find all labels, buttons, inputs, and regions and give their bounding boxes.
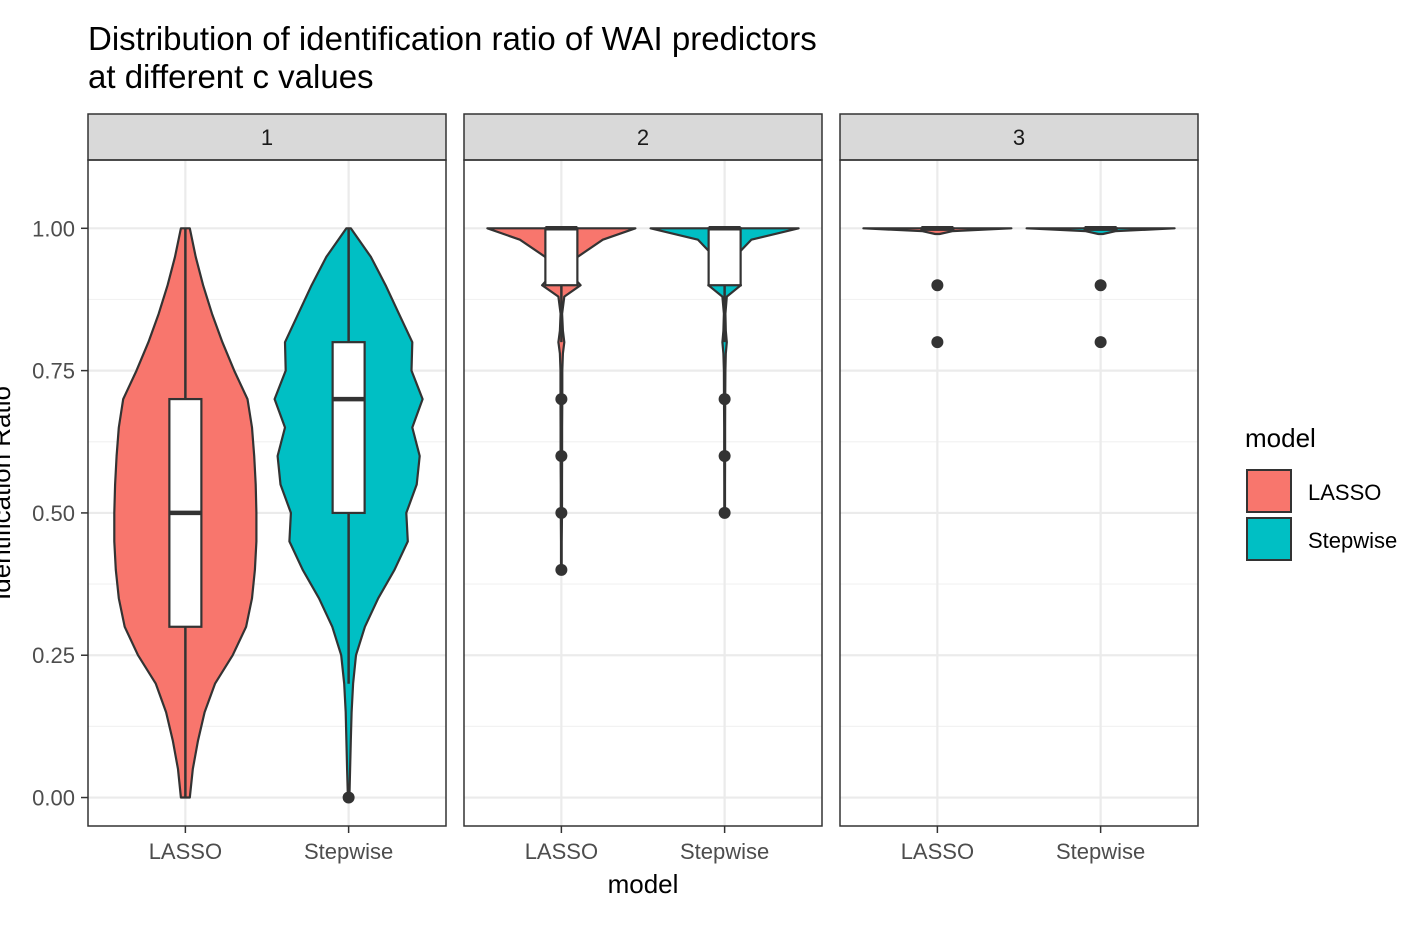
outlier-point [718, 393, 731, 406]
outlier-point [718, 450, 731, 462]
facet-panel-3: 3 LASSO Stepwise [839, 113, 1199, 864]
x-tick-label: LASSO [525, 839, 598, 864]
y-tick-label: 0.25 [32, 643, 75, 668]
facet-strip [463, 113, 823, 161]
facet-strip [87, 113, 447, 161]
facet-panel-2: 2 LASSO Stepwise [463, 113, 823, 864]
legend: model LASSO Stepwise [1245, 423, 1397, 561]
panel-border [87, 159, 447, 827]
outlier-point [342, 791, 355, 804]
y-tick-label: 1.00 [32, 216, 75, 241]
x-tick-label: Stepwise [1056, 839, 1145, 864]
legend-label-stepwise: Stepwise [1308, 528, 1397, 553]
box-stepwise [331, 341, 366, 515]
violin-stepwise [649, 227, 800, 514]
facet-panels: 1 LASSO Stepwise 2 LASSO Stepwise 3 LASSO Stepwi… [87, 113, 1199, 864]
x-tick-label: Stepwise [680, 839, 769, 864]
x-axis-label: model [608, 869, 679, 899]
y-tick-label: 0.75 [32, 359, 75, 384]
outlier-point [555, 393, 568, 406]
legend-key-stepwise [1246, 517, 1292, 561]
box-stepwise [707, 227, 742, 287]
chart-title: Distribution of identification ratio of … [88, 20, 817, 57]
chart-subtitle: at different c values [88, 58, 374, 95]
x-tick-label: LASSO [149, 839, 222, 864]
y-tick-label: 0.50 [32, 501, 75, 526]
violin-group-stepwise [273, 227, 424, 804]
facet-strip-label: 1 [261, 125, 273, 150]
outlier-point [718, 506, 731, 519]
box-lasso [544, 227, 579, 287]
x-tick-label: LASSO [901, 839, 974, 864]
violin-group-lasso [862, 226, 1013, 349]
panel-border [839, 159, 1199, 827]
legend-key-lasso [1246, 469, 1292, 513]
facet-panel-1: 1 LASSO Stepwise [87, 113, 447, 864]
facet-strip-label: 3 [1013, 125, 1025, 150]
y-tick-label: 0.00 [32, 786, 75, 811]
violin-group-stepwise [649, 226, 800, 519]
violin-group-lasso [486, 226, 637, 576]
panel-background [840, 160, 1198, 826]
outlier-point [555, 450, 568, 462]
outlier-point [1094, 279, 1107, 292]
outlier-point [1094, 336, 1107, 349]
outlier-point [555, 506, 568, 519]
outlier-point [931, 336, 944, 349]
legend-label-lasso: LASSO [1308, 480, 1381, 505]
violin-stepwise [1025, 227, 1176, 236]
violin-lasso [862, 227, 1013, 236]
outlier-point [931, 279, 944, 292]
panel-background [464, 160, 822, 826]
panel-border [463, 159, 823, 827]
outlier-point [555, 563, 568, 576]
violin-group-stepwise [1025, 226, 1176, 349]
y-axis: 0.00 0.25 0.50 0.75 1.00 [32, 216, 88, 811]
facet-strip-label: 2 [637, 125, 649, 150]
x-tick-label: Stepwise [304, 839, 393, 864]
legend-title: model [1245, 423, 1316, 453]
y-axis-label: Identification Ratio [0, 386, 16, 600]
violin-group-lasso [113, 227, 258, 799]
